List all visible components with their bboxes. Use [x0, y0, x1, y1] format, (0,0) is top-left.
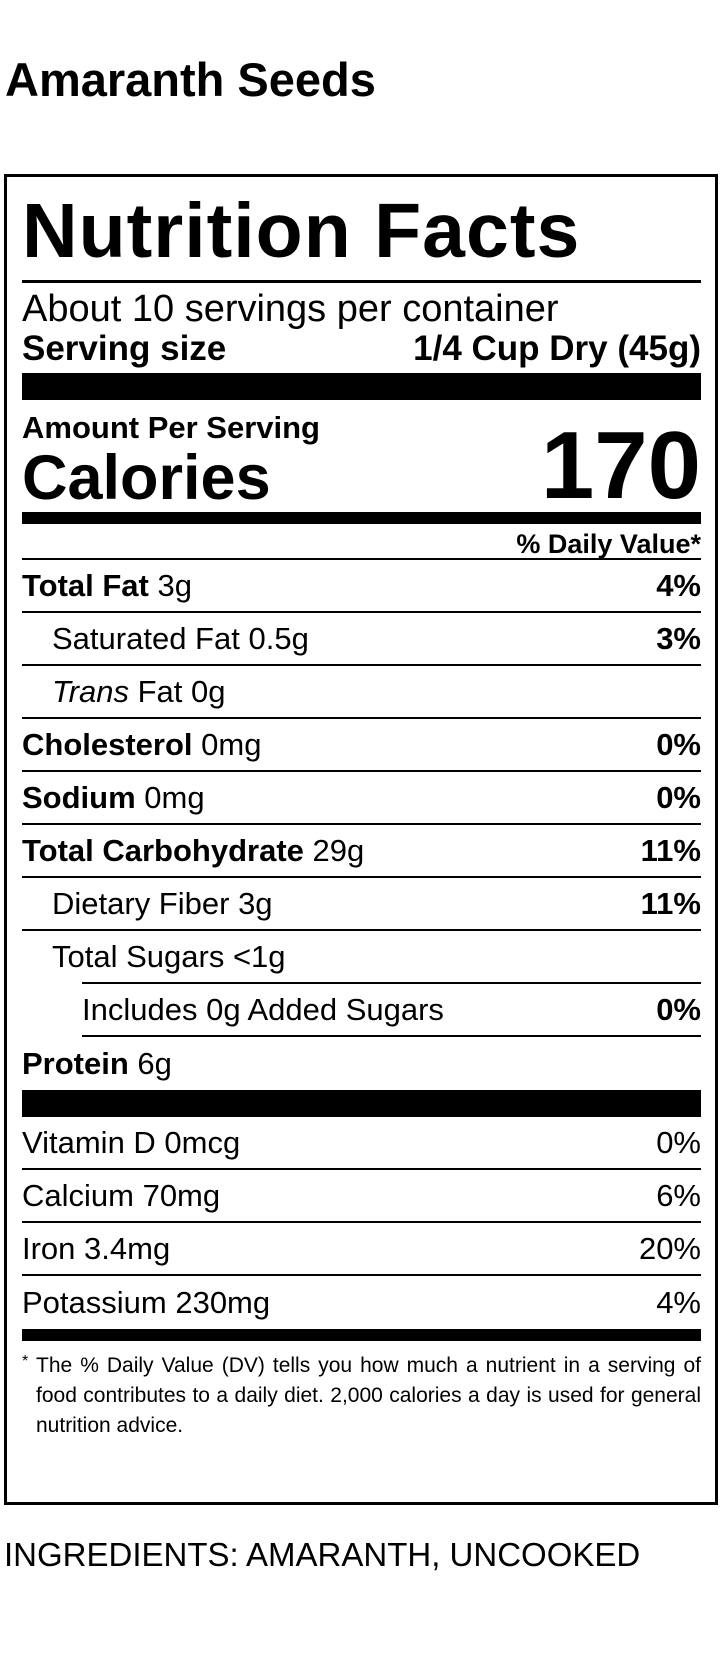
nutrition-facts-label: Nutrition Facts About 10 servings per co…	[4, 174, 718, 1505]
nutrient-row-sodium: Sodium 0mg 0%	[22, 772, 701, 825]
nutrient-name: Sodium	[22, 779, 136, 815]
daily-value-header: % Daily Value*	[22, 524, 701, 560]
vitamin-dv: 0%	[656, 1124, 701, 1160]
nutrient-row-protein: Protein 6g	[22, 1037, 701, 1090]
calories-value: 170	[540, 412, 701, 519]
servings-per-container: About 10 servings per container	[22, 288, 559, 330]
nutrient-dv: 0%	[656, 779, 701, 815]
nutrient-name: Saturated Fat	[52, 620, 240, 656]
vitamin-name: Vitamin D 0mcg	[22, 1124, 241, 1160]
nutrient-row-total-fat: Total Fat 3g 4%	[22, 560, 701, 613]
nutrient-dv: 11%	[640, 832, 701, 868]
vitamin-row: Calcium 70mg 6%	[22, 1170, 701, 1223]
nutrient-row-added-sugars: Includes 0g Added Sugars 0%	[82, 984, 701, 1037]
serving-size-value: 1/4 Cup Dry (45g)	[413, 329, 701, 368]
nutrient-row-saturated-fat: Saturated Fat 0.5g 3%	[22, 613, 701, 666]
vitamin-row: Vitamin D 0mcg 0%	[22, 1117, 701, 1170]
vitamin-name: Potassium 230mg	[22, 1284, 271, 1320]
thick-divider	[22, 1090, 701, 1117]
nutrient-name: Dietary Fiber	[52, 885, 230, 921]
thick-divider	[22, 1329, 701, 1341]
vitamin-dv: 6%	[656, 1177, 701, 1213]
nutrient-amount: 0mg	[144, 779, 205, 815]
calories-label: Calories	[22, 443, 271, 513]
footnote-text: The % Daily Value (DV) tells you how muc…	[36, 1354, 701, 1437]
nutrient-name: Total Sugars	[52, 938, 225, 974]
nutrient-name: Cholesterol	[22, 726, 193, 762]
nutrient-name: Includes 0g Added Sugars	[82, 991, 444, 1027]
ingredients: INGREDIENTS: AMARANTH, UNCOOKED	[4, 1536, 641, 1573]
nutrient-row-trans-fat: Trans Fat 0g	[22, 666, 701, 719]
vitamin-row: Potassium 230mg 4%	[22, 1276, 701, 1329]
vitamin-row: Iron 3.4mg 20%	[22, 1223, 701, 1276]
serving-size: Serving size 1/4 Cup Dry (45g)	[22, 329, 701, 373]
amount-per-serving: Amount Per Serving	[22, 410, 320, 445]
calories-row: Calories 170	[22, 418, 701, 524]
nutrient-dv: 3%	[656, 620, 701, 656]
nutrient-name: Fat	[137, 673, 183, 709]
nutrient-name: Protein	[22, 1045, 129, 1081]
nutrient-amount: <1g	[232, 938, 286, 974]
nutrient-amount: 6g	[137, 1045, 172, 1081]
nutrient-dv: 11%	[640, 885, 701, 921]
nutrient-amount: 29g	[312, 832, 365, 868]
nutrient-row-dietary-fiber: Dietary Fiber 3g 11%	[22, 878, 701, 931]
footnote-star: *	[22, 1353, 29, 1370]
nutrient-row-total-carbohydrate: Total Carbohydrate 29g 11%	[22, 825, 701, 878]
vitamin-dv: 20%	[638, 1230, 701, 1266]
nutrient-amount: 3g	[157, 567, 192, 603]
nutrient-dv: 0%	[656, 726, 701, 762]
footnote: * The % Daily Value (DV) tells you how m…	[22, 1351, 701, 1441]
serving-size-label: Serving size	[22, 329, 227, 368]
nutrient-amount: 0mg	[201, 726, 262, 762]
nutrient-dv: 4%	[656, 567, 701, 603]
nutrient-name: Total Carbohydrate	[22, 832, 304, 868]
added-sugars-wrap: Includes 0g Added Sugars 0%	[82, 982, 701, 1037]
thick-divider	[22, 373, 701, 400]
nutrient-row-total-sugars: Total Sugars <1g	[22, 931, 701, 982]
nutrient-amount: 3g	[238, 885, 273, 921]
nutrient-row-cholesterol: Cholesterol 0mg 0%	[22, 719, 701, 772]
nutrient-name: Total Fat	[22, 567, 149, 603]
nutrient-amount: 0g	[191, 673, 226, 709]
product-title: Amaranth Seeds	[5, 53, 376, 106]
vitamin-name: Calcium 70mg	[22, 1177, 221, 1213]
label-heading: Nutrition Facts	[22, 191, 701, 283]
vitamin-dv: 4%	[656, 1284, 701, 1320]
vitamin-name: Iron 3.4mg	[22, 1230, 171, 1266]
nutrient-dv: 0%	[656, 991, 701, 1027]
nutrient-name-italic: Trans	[52, 673, 129, 709]
nutrient-amount: 0.5g	[248, 620, 309, 656]
